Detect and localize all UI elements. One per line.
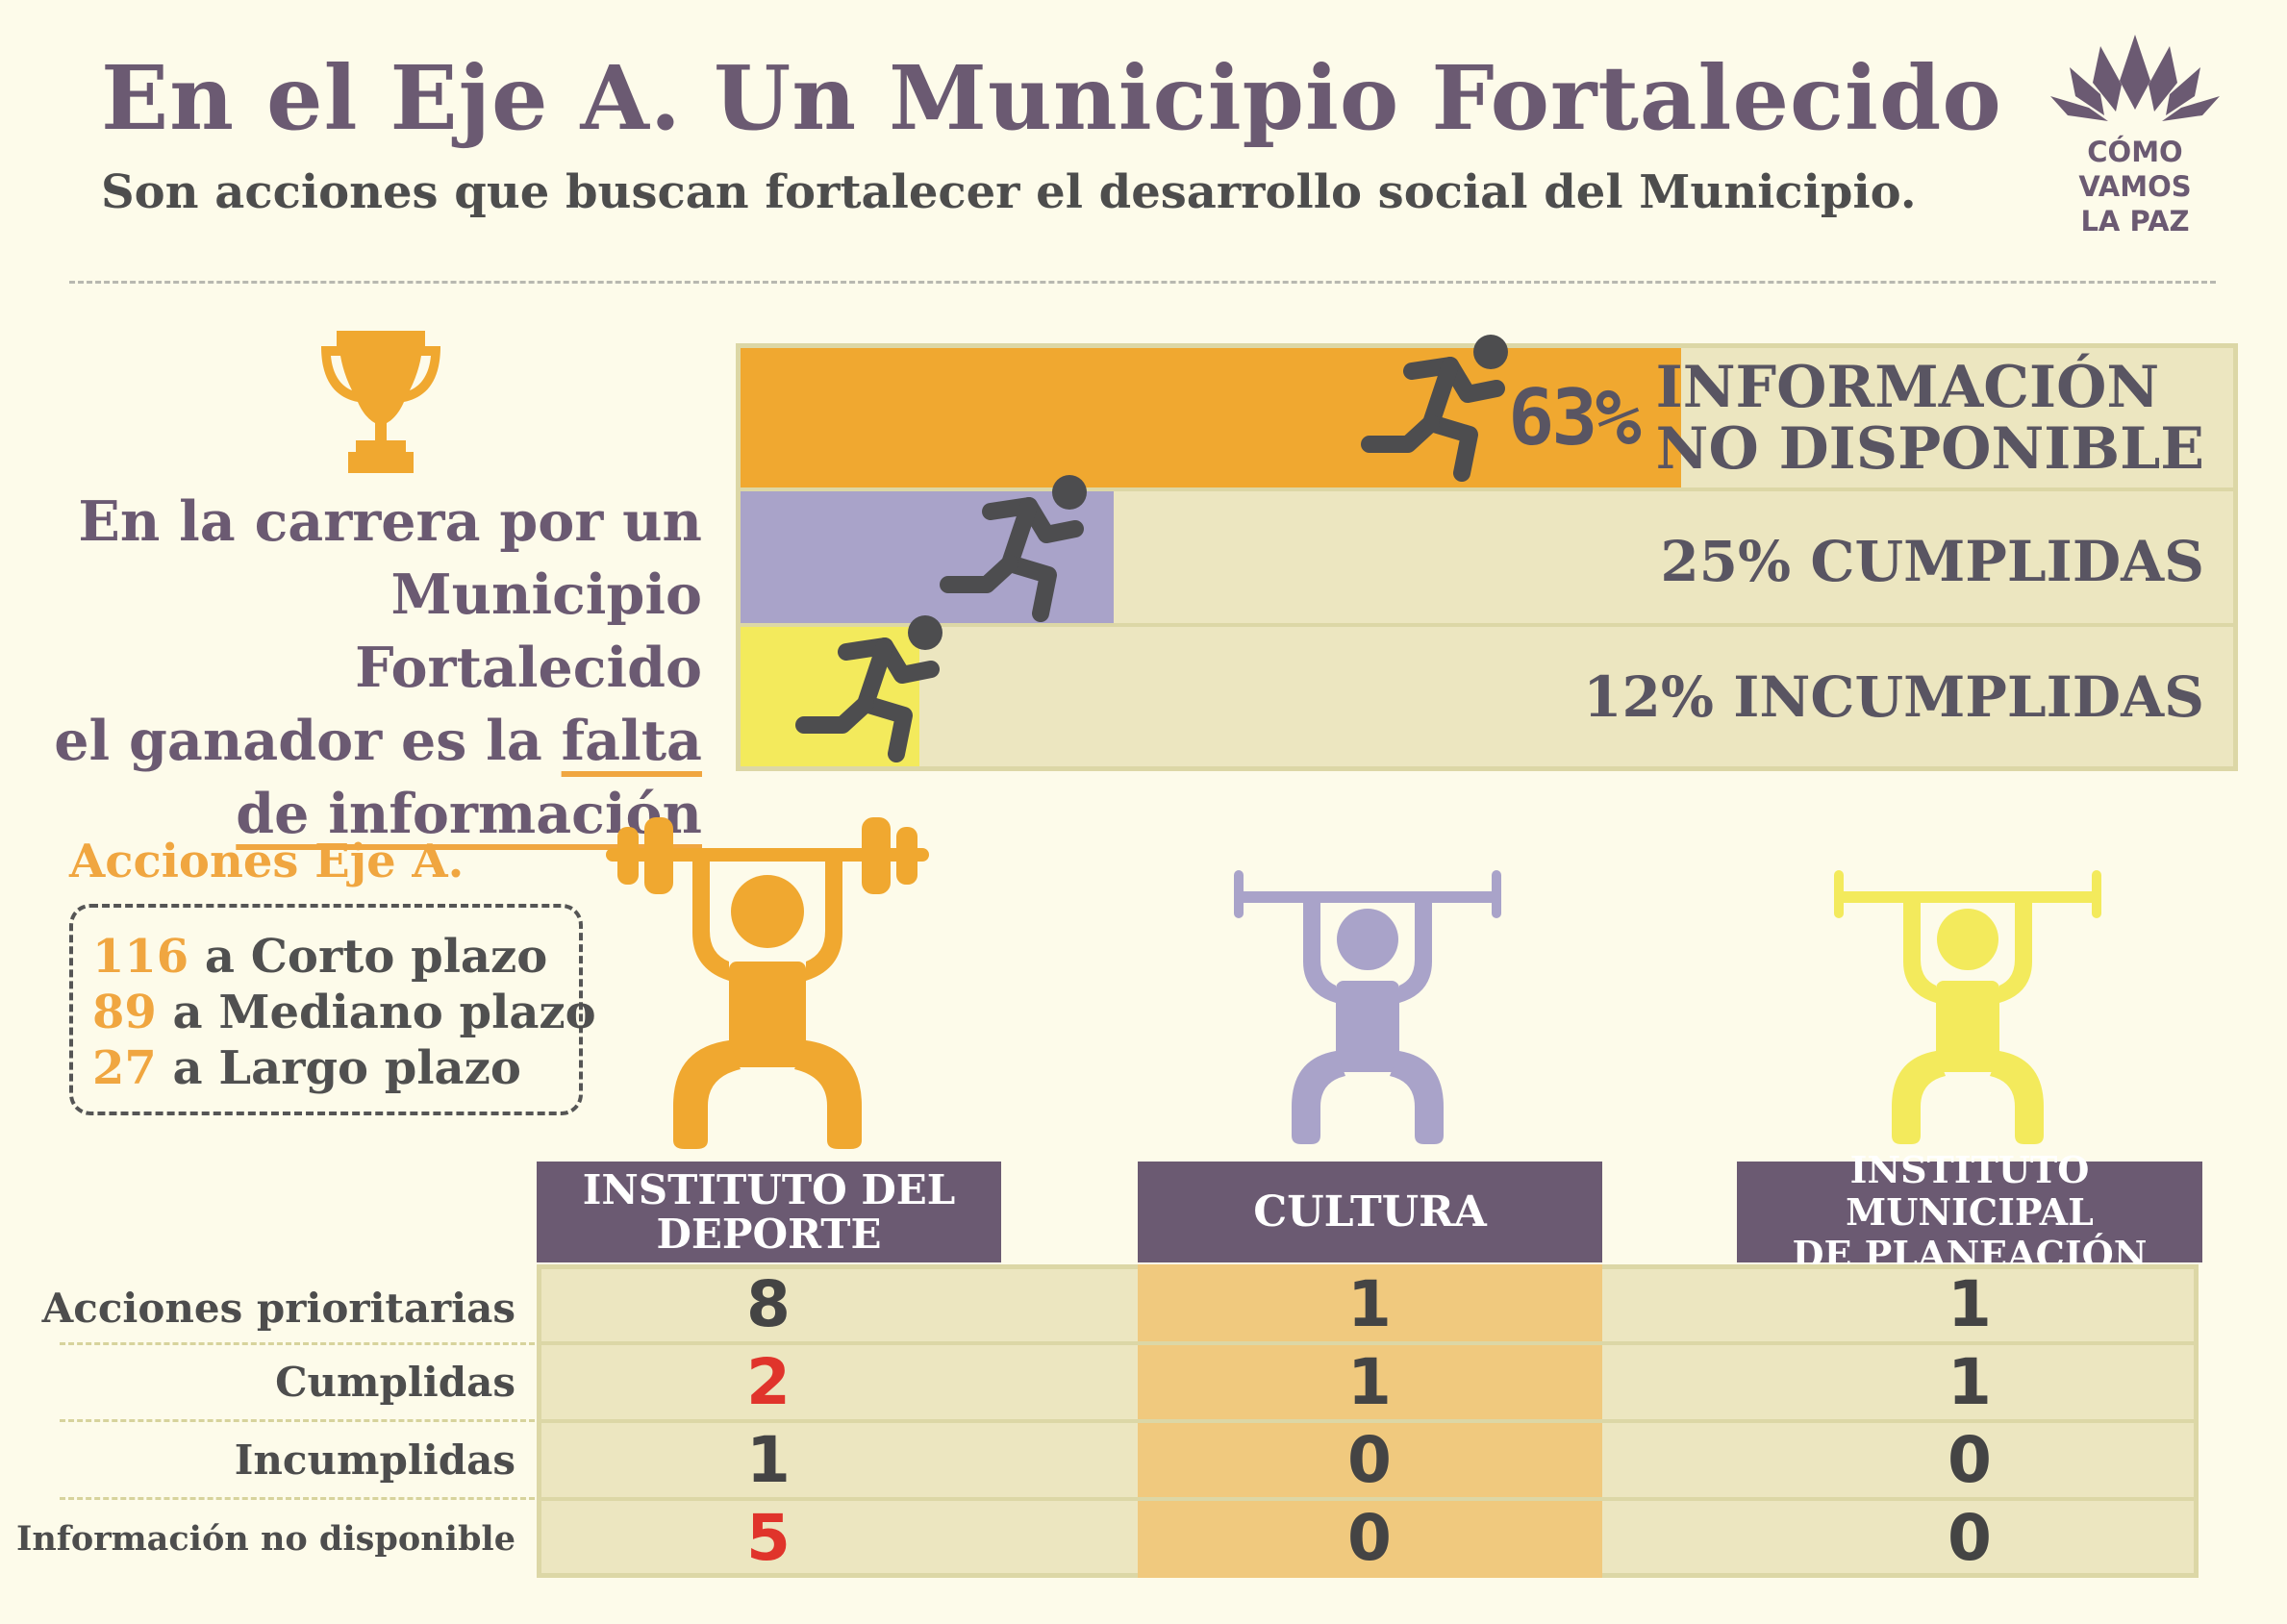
race-text-info-line2: NO DISPONIBLE [1655, 414, 2204, 483]
acciones-title: Acciones Eje A. [69, 835, 465, 888]
race-row-info: 63% INFORMACIÓN NO DISPONIBLE [741, 348, 2233, 487]
row-label-divider [60, 1342, 535, 1345]
table-cell: 0 [1948, 1423, 1992, 1497]
race-intro-line-3-text: el ganador es la [54, 709, 542, 773]
acciones-box: 116 a Corto plazo 89 a Mediano plazo 27 … [69, 904, 596, 1115]
column-header-deporte-line1: INSTITUTO DEL [582, 1165, 956, 1213]
trophy-icon [321, 331, 440, 473]
table-cell: 1 [1347, 1345, 1392, 1419]
row-label-incumplidas: Incumplidas [234, 1437, 515, 1484]
lotus-logo-icon [2050, 35, 2220, 121]
runner-icon-1 [1361, 335, 1508, 482]
logo-wordmark: CÓMO VAMOS LA PAZ [2058, 135, 2212, 238]
logo-line-1: CÓMO [2087, 136, 2183, 168]
column-header-deporte-line2: DEPORTE [656, 1210, 882, 1258]
column-header-cultura-line1: CULTURA [1253, 1187, 1487, 1237]
race-pct-info: 63% [1508, 373, 1641, 462]
race-text-info-line1: INFORMACIÓN [1655, 353, 2160, 421]
race-intro-highlight-1: falta [561, 709, 702, 773]
table-cell: 2 [746, 1345, 791, 1419]
table-row-divider [541, 1341, 2194, 1345]
acciones-text: a Corto plazo [188, 930, 548, 984]
table-cell: 0 [1347, 1423, 1392, 1497]
acciones-num: 89 [92, 986, 157, 1039]
race-intro-line-3: el ganador es la falta [29, 705, 702, 778]
runner-icon-2 [940, 475, 1087, 622]
table-cell: 1 [1948, 1267, 1992, 1341]
table-row-divider [541, 1497, 2194, 1501]
row-label-cumplidas: Cumplidas [275, 1359, 515, 1406]
header-divider [69, 281, 2216, 284]
table-row-divider [541, 1419, 2194, 1423]
weightlifter-icon-planeacion [1834, 870, 2101, 1144]
logo-line-3: LA PAZ [2080, 205, 2190, 237]
acciones-item: 27 a Largo plazo [92, 1040, 579, 1096]
logo-line-2: VAMOS [2078, 170, 2192, 203]
table-cell: 8 [746, 1267, 791, 1341]
page-title: En el Eje A. Un Municipio Fortalecido [101, 46, 2002, 150]
column-header-deporte: INSTITUTO DEL DEPORTE [537, 1162, 1001, 1262]
weightlifter-icon-deporte [606, 817, 929, 1149]
weightlifter-icon-cultura [1234, 870, 1501, 1144]
column-header-planeacion: INSTITUTO MUNICIPAL DE PLANEACIÓN [1737, 1148, 2202, 1275]
race-label-info: 63% INFORMACIÓN NO DISPONIBLE [1508, 348, 2204, 487]
table-cell: 1 [746, 1423, 791, 1497]
race-intro-text: En la carrera por un Municipio Fortaleci… [29, 486, 702, 851]
table-cell: 0 [1948, 1501, 1992, 1575]
row-label-divider [60, 1497, 535, 1500]
row-label-divider [60, 1419, 535, 1422]
runner-icon-3 [795, 615, 942, 762]
race-intro-line-2: Municipio Fortalecido [355, 562, 702, 700]
acciones-item: 89 a Mediano plazo [92, 985, 596, 1040]
race-bar-info [741, 348, 1681, 487]
table-cell: 1 [1347, 1267, 1392, 1341]
acciones-item: 116 a Corto plazo [92, 929, 579, 985]
race-text-info: INFORMACIÓN NO DISPONIBLE [1656, 357, 2204, 480]
acciones-num: 27 [92, 1041, 157, 1095]
acciones-num: 116 [92, 930, 189, 984]
page-subtitle: Son acciones que buscan fortalecer el de… [101, 165, 1917, 219]
row-label-prioritarias: Acciones prioritarias [41, 1285, 515, 1332]
acciones-text: a Largo plazo [156, 1041, 521, 1095]
race-label-cumplidas: 25% CUMPLIDAS [1660, 528, 2204, 594]
column-header-cultura: CULTURA [1138, 1162, 1602, 1262]
race-label-incumplidas: 12% INCUMPLIDAS [1583, 663, 2204, 730]
table-cell: 5 [746, 1501, 791, 1575]
table-cell: 1 [1948, 1345, 1992, 1419]
table-cell: 0 [1347, 1501, 1392, 1575]
acciones-text: a Mediano plazo [156, 986, 596, 1039]
column-header-planeacion-line1: INSTITUTO MUNICIPAL [1846, 1147, 2094, 1234]
row-label-no-disponible: Información no disponible [15, 1519, 515, 1559]
race-intro-line-1: En la carrera por un [78, 489, 702, 554]
